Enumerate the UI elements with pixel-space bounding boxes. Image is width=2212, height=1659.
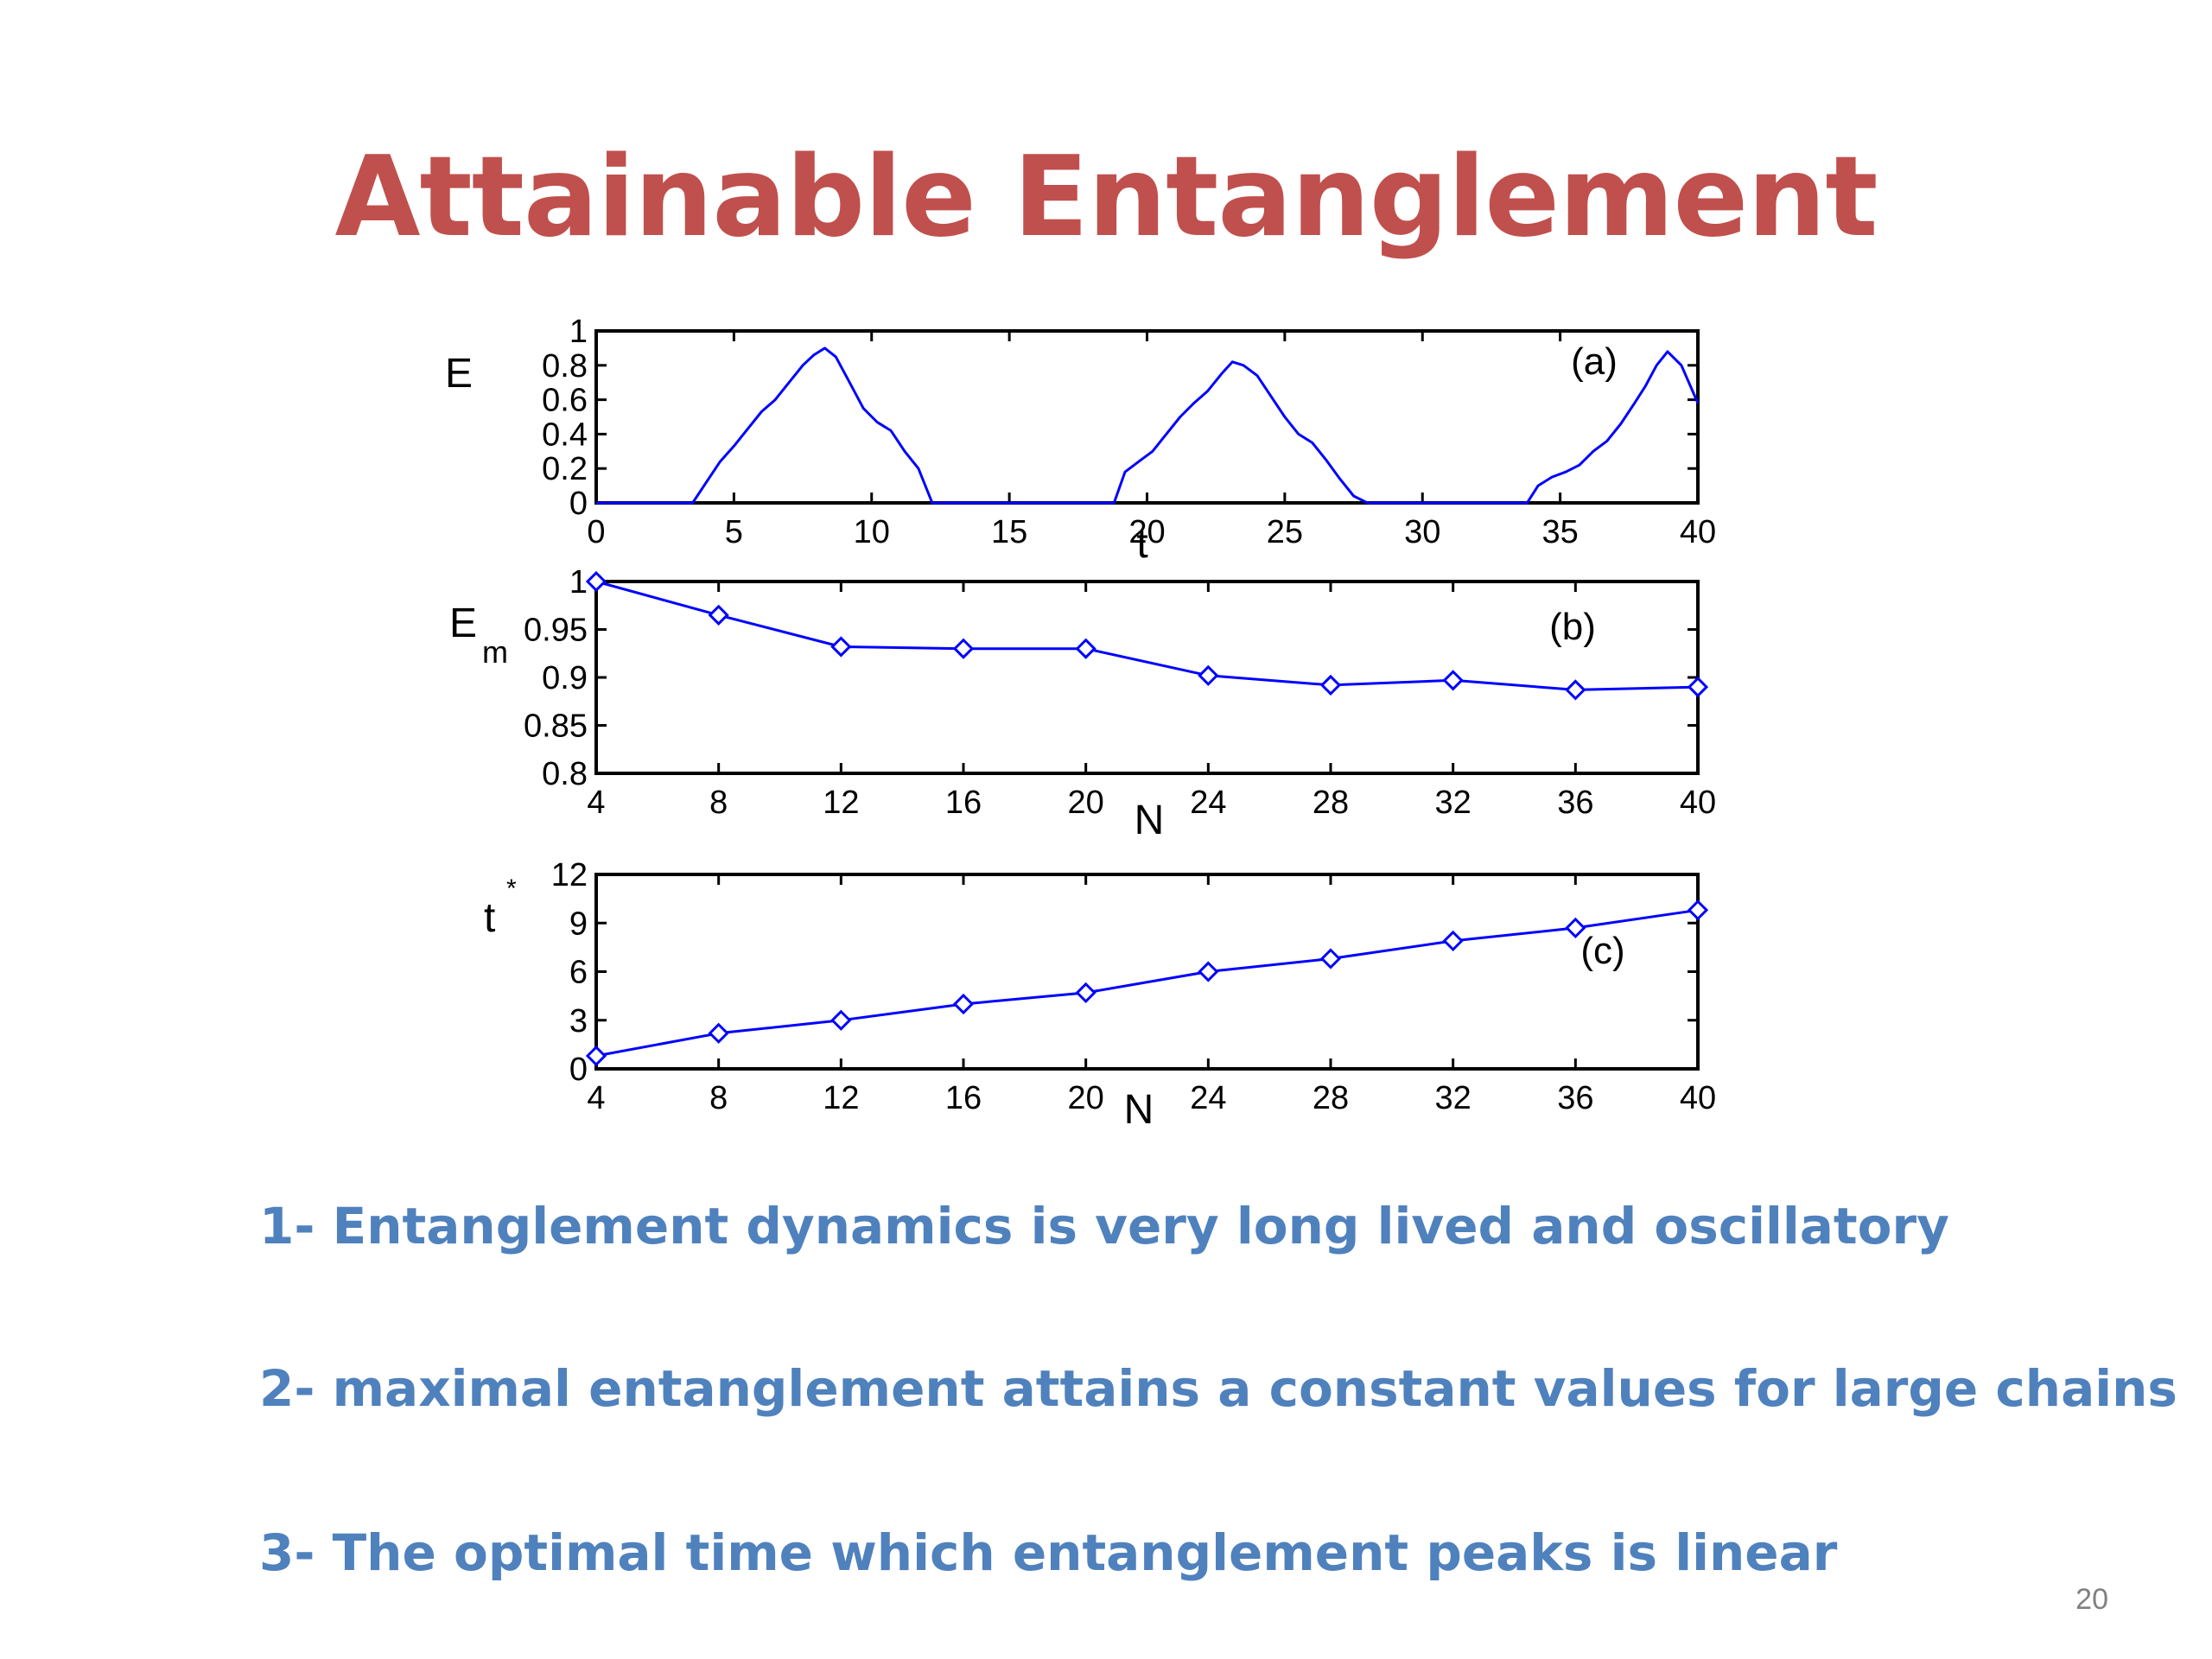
data-point-marker bbox=[1319, 674, 1342, 696]
data-point-marker bbox=[1565, 679, 1586, 701]
data-point-marker bbox=[708, 604, 729, 626]
x-tick-label: 28 bbox=[1313, 785, 1349, 821]
x-tick-label: 8 bbox=[709, 785, 728, 821]
x-tick-label: 40 bbox=[1680, 1080, 1716, 1116]
x-tick-label: 36 bbox=[1557, 785, 1593, 821]
y-tick-label: 0.95 bbox=[524, 613, 588, 649]
x-axis-label: N bbox=[1124, 1087, 1154, 1133]
data-point-marker bbox=[1565, 917, 1586, 938]
x-tick-label: 24 bbox=[1190, 785, 1226, 821]
y-tick-label: 1 bbox=[569, 314, 588, 350]
x-tick-label: 15 bbox=[991, 514, 1027, 550]
x-tick-label: 36 bbox=[1557, 1080, 1593, 1116]
bullet-3: 3- The optimal time which entanglement p… bbox=[259, 1523, 1838, 1582]
y-tick-label: 12 bbox=[551, 857, 588, 893]
y-tick-label: 0.2 bbox=[542, 451, 588, 487]
x-tick-label: 5 bbox=[725, 514, 743, 550]
y-axis-label: E bbox=[449, 601, 477, 646]
x-tick-label: 32 bbox=[1435, 1080, 1471, 1116]
series-line bbox=[596, 346, 1700, 505]
x-tick-label: 25 bbox=[1267, 514, 1303, 550]
x-tick-label: 35 bbox=[1541, 514, 1578, 550]
plot-frame bbox=[594, 580, 1700, 775]
x-tick-label: 20 bbox=[1068, 785, 1104, 821]
panel-label: (b) bbox=[1549, 606, 1596, 648]
x-tick-label: 16 bbox=[945, 785, 982, 821]
data-point-marker bbox=[708, 1022, 729, 1044]
data-point-marker bbox=[830, 1009, 852, 1031]
data-point-marker bbox=[585, 570, 607, 593]
slide-title: Attainable Entanglement bbox=[334, 133, 1878, 262]
x-tick-label: 40 bbox=[1680, 785, 1716, 821]
chart-panel-2: 4 8 12 16 20 24 28 32 36 40 0.8 0.85 0.9 0.95 1 N Em (b) bbox=[449, 564, 1716, 843]
data-point-marker bbox=[585, 1045, 607, 1067]
x-tick-label: 12 bbox=[823, 785, 859, 821]
series-line bbox=[595, 580, 1699, 691]
bullet-2: 2- maximal entanglement attains a consta… bbox=[259, 1359, 2177, 1418]
data-point-marker bbox=[1687, 899, 1709, 921]
x-tick-label: 40 bbox=[1680, 514, 1716, 550]
data-point-marker bbox=[1687, 676, 1709, 698]
x-tick-label: 24 bbox=[1190, 1080, 1226, 1116]
x-tick-label: 4 bbox=[587, 1080, 605, 1116]
panel-label: (a) bbox=[1571, 340, 1618, 383]
y-tick-label: 0 bbox=[569, 1052, 588, 1088]
x-tick-label: 8 bbox=[709, 1080, 728, 1116]
x-tick-label: 20 bbox=[1128, 514, 1165, 550]
y-axis-label-superscript: * bbox=[506, 874, 517, 903]
data-point-marker bbox=[1442, 930, 1464, 951]
x-tick-label: 16 bbox=[945, 1080, 982, 1116]
series-line bbox=[595, 908, 1699, 1058]
y-tick-label: 0.6 bbox=[542, 383, 588, 419]
y-tick-label: 0.85 bbox=[524, 709, 588, 745]
y-axis-label: E bbox=[445, 351, 473, 397]
x-tick-label: 20 bbox=[1068, 1080, 1104, 1116]
data-point-marker bbox=[1198, 664, 1219, 686]
data-point-marker bbox=[952, 993, 975, 1015]
x-tick-label: 32 bbox=[1435, 785, 1471, 821]
data-point-marker bbox=[1442, 670, 1464, 691]
bullet-1: 1- Entanglement dynamics is very long li… bbox=[259, 1197, 1949, 1255]
x-tick-label: 4 bbox=[587, 785, 605, 821]
x-tick-label: 0 bbox=[587, 514, 605, 550]
x-tick-label: 30 bbox=[1404, 514, 1440, 550]
x-tick-label: 28 bbox=[1313, 1080, 1349, 1116]
page-number: 20 bbox=[2075, 1583, 2108, 1616]
y-axis-label-subscript: m bbox=[482, 634, 508, 670]
y-tick-label: 9 bbox=[569, 906, 588, 942]
panel-label: (c) bbox=[1580, 930, 1624, 972]
x-axis-label: N bbox=[1135, 798, 1165, 843]
y-tick-label: 0.8 bbox=[542, 348, 588, 385]
data-point-marker bbox=[1075, 982, 1096, 1003]
y-tick-label: 3 bbox=[569, 1003, 588, 1039]
x-tick-label: 12 bbox=[823, 1080, 859, 1116]
y-tick-label: 0.9 bbox=[542, 660, 588, 696]
x-tick-label: 10 bbox=[854, 514, 890, 550]
plot-frame bbox=[594, 873, 1700, 1071]
y-tick-label: 0 bbox=[569, 486, 588, 522]
y-tick-label: 6 bbox=[569, 955, 588, 991]
y-tick-label: 1 bbox=[569, 564, 588, 601]
data-point-marker bbox=[1319, 948, 1342, 969]
data-point-marker bbox=[830, 636, 852, 658]
y-tick-label: 0.8 bbox=[542, 756, 588, 792]
y-axis-label: t bbox=[484, 895, 495, 941]
data-point-marker bbox=[1198, 961, 1219, 982]
x-axis-label: t bbox=[1136, 521, 1147, 567]
data-point-marker bbox=[1075, 638, 1096, 659]
y-tick-label: 0.4 bbox=[542, 416, 588, 453]
data-point-marker bbox=[952, 638, 975, 659]
plot-frame bbox=[594, 329, 1700, 505]
